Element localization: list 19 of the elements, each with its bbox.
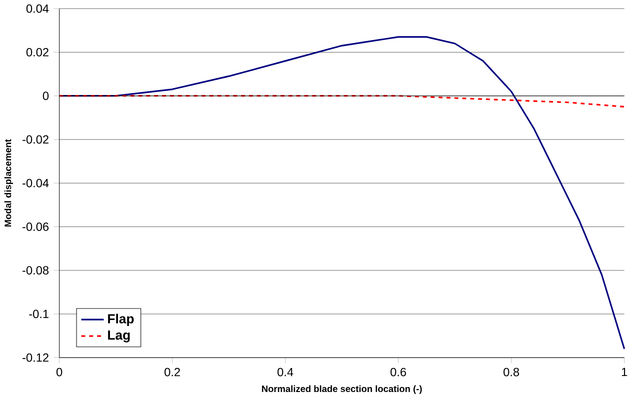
y-tick-label: 0.02 — [26, 48, 48, 56]
y-tick-label: -0.12 — [22, 353, 48, 362]
y-tick-label: 0 — [42, 91, 49, 100]
y-axis-title: Modal displacement — [4, 139, 13, 226]
x-tick-label: 0.4 — [278, 368, 294, 376]
y-tick-label: -0.04 — [22, 178, 49, 188]
legend-label: Lag — [108, 330, 130, 342]
y-tick-label: -0.02 — [22, 135, 48, 144]
x-tick-label: 0.6 — [390, 368, 406, 376]
x-tick-label: 1 — [622, 368, 628, 376]
y-tick-label: -0.08 — [22, 266, 49, 274]
y-tick-label: -0.1 — [29, 310, 48, 318]
x-tick-label: 0.2 — [164, 368, 180, 376]
x-tick-label: 0.8 — [504, 368, 520, 376]
y-tick-label: 0.04 — [26, 4, 49, 13]
y-tick-label: -0.06 — [22, 222, 49, 231]
x-tick-label: 0 — [56, 368, 62, 376]
legend-label: Flap — [108, 314, 134, 326]
x-axis-title: Normalized blade section location (-) — [262, 385, 422, 394]
